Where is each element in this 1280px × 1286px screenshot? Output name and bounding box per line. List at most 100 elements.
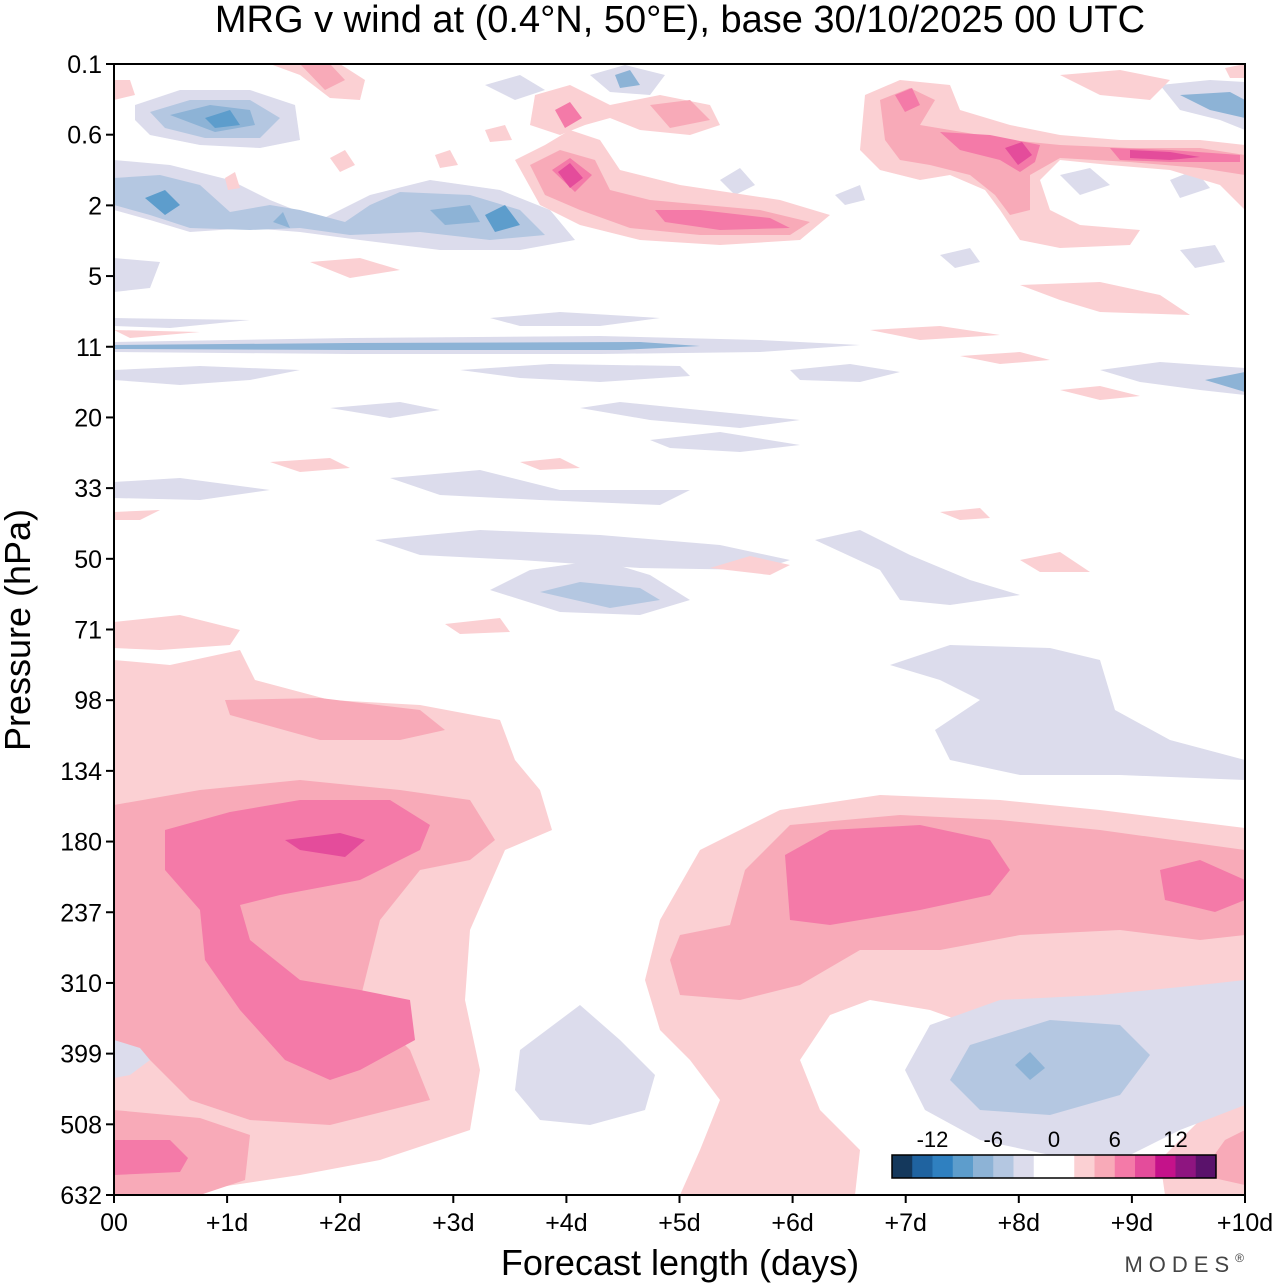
x-tick-label: +9d bbox=[1111, 1209, 1153, 1237]
x-tick-label: +6d bbox=[771, 1209, 813, 1237]
contour-pos-band-7 bbox=[1020, 282, 1190, 315]
contour-pos-right-6a bbox=[785, 825, 1010, 925]
colorbar-swatch bbox=[1175, 1155, 1197, 1178]
colorbar: -12 -6 0 6 12 bbox=[891, 1127, 1217, 1179]
y-tick-label: 2 bbox=[88, 192, 102, 220]
contour-neg-band-50 bbox=[375, 530, 790, 570]
colorbar-swatch bbox=[1033, 1155, 1055, 1178]
y-tick-label: 20 bbox=[74, 404, 102, 432]
contour-neg-right-399c bbox=[1015, 1052, 1045, 1080]
colorbar-swatch bbox=[1114, 1155, 1136, 1178]
contour-neg-upper-left-b bbox=[114, 175, 545, 240]
contour-pos-upper-right-g bbox=[895, 88, 920, 112]
contour-neg-band-20b bbox=[580, 402, 800, 428]
colorbar-swatch bbox=[1054, 1155, 1075, 1178]
contour-neg-top-mid bbox=[485, 75, 545, 100]
contour-neg-upper-mid bbox=[720, 168, 755, 195]
contour-pos-band-14 bbox=[1060, 386, 1140, 400]
contour-pos-left-6 bbox=[165, 800, 430, 1080]
modes-logo: MODES® bbox=[1124, 1251, 1250, 1277]
contour-neg-band-18 bbox=[1100, 362, 1245, 395]
contour-pos-upper-mid-d bbox=[655, 210, 790, 230]
y-tick-label: 50 bbox=[74, 546, 102, 574]
contour-neg-upper-mid-b bbox=[835, 185, 865, 205]
contour-neg-upper-left-d bbox=[485, 205, 520, 232]
colorbar-tick-label: 12 bbox=[1163, 1127, 1187, 1152]
contour-pos-upper-right bbox=[860, 80, 1245, 248]
x-tick-label: +1d bbox=[206, 1209, 248, 1237]
colorbar-swatch bbox=[912, 1155, 933, 1178]
y-tick-label: 508 bbox=[60, 1111, 102, 1139]
y-tick-label: 98 bbox=[74, 687, 102, 715]
brand-registered-mark: ® bbox=[1235, 1251, 1250, 1265]
contour-neg-upper-left-f bbox=[430, 205, 480, 225]
x-tick-label: +4d bbox=[545, 1209, 587, 1237]
contour-neg-upper-left-e bbox=[273, 212, 290, 228]
colorbar-swatch bbox=[1195, 1155, 1217, 1178]
contour-pos-upper-top-mid-b bbox=[555, 102, 582, 128]
contour-neg-right-399b bbox=[950, 1020, 1150, 1115]
contour-neg-band-20 bbox=[330, 402, 440, 418]
y-axis: 0.1 0.6 2 5 11 20 33 50 71 98 134 180 237 310 399 508 63… bbox=[60, 51, 114, 1210]
contour-pos-band-22b bbox=[520, 458, 580, 470]
contour-pos-upper-right-f bbox=[1130, 150, 1200, 160]
contour-pos-small-4 bbox=[485, 125, 512, 142]
y-tick-label: 11 bbox=[76, 334, 102, 362]
y-tick-label: 33 bbox=[74, 475, 102, 503]
contour-neg-left-399 bbox=[114, 1040, 150, 1078]
y-axis-label: Pressure (hPa) bbox=[0, 509, 38, 751]
colorbar-tick-label: 6 bbox=[1109, 1127, 1121, 1152]
contour-neg-band-18b bbox=[1205, 372, 1245, 392]
y-tick-label: 5 bbox=[88, 263, 102, 291]
contour-neg-band-8b bbox=[490, 312, 660, 326]
colorbar-swatch bbox=[932, 1155, 954, 1178]
contour-neg-upper-left-c bbox=[145, 190, 180, 215]
y-tick-label: 237 bbox=[60, 899, 102, 927]
contour-pos-upper-mid-b bbox=[530, 150, 810, 235]
contour-pos-top-left-c bbox=[114, 80, 135, 100]
contour-pos-upper-right-c bbox=[940, 132, 1040, 172]
x-tick-label: +8d bbox=[998, 1209, 1040, 1237]
contour-neg-band-20c bbox=[650, 432, 800, 452]
contour-pos-band-98 bbox=[225, 698, 445, 740]
contour-neg-band-5 bbox=[114, 258, 160, 292]
colorbar-frame bbox=[891, 1154, 1217, 1179]
contour-neg-band-33 bbox=[114, 478, 270, 500]
x-axis-label: Forecast length (days) bbox=[501, 1242, 859, 1283]
contour-pos-band-10b bbox=[114, 330, 200, 338]
colorbar-swatch bbox=[1155, 1155, 1176, 1178]
contour-pos-top-right-b bbox=[1225, 64, 1245, 78]
y-tick-label: 310 bbox=[60, 970, 102, 998]
contour-neg-top-mid-c bbox=[615, 70, 640, 88]
contour-neg-band-8 bbox=[114, 318, 250, 328]
y-tick-label: 180 bbox=[60, 829, 102, 857]
contour-pos-small-3 bbox=[435, 150, 458, 168]
contour-pos-band-12 bbox=[960, 352, 1050, 364]
contour-neg-band-11b bbox=[114, 342, 700, 350]
x-tick-label: +10d bbox=[1217, 1209, 1273, 1237]
x-tick-label: +2d bbox=[319, 1209, 361, 1237]
x-tick-label: +5d bbox=[658, 1209, 700, 1237]
contour-pos-band-37 bbox=[114, 510, 160, 520]
contour-pos-band-68 bbox=[445, 618, 510, 634]
contour-neg-mid-399 bbox=[515, 1005, 655, 1125]
y-tick-label: 134 bbox=[60, 758, 102, 786]
contour-pos-bottomleft-632 bbox=[114, 1140, 188, 1175]
contour-pos-small-2 bbox=[330, 150, 355, 172]
contour-pos-top-right bbox=[1060, 70, 1170, 100]
colorbar-swatch bbox=[993, 1155, 1014, 1178]
colorbar-swatch bbox=[973, 1155, 994, 1178]
contour-pos-band-22 bbox=[270, 458, 350, 472]
colorbar-tick-label: -12 bbox=[917, 1127, 949, 1152]
contour-neg-band-33b bbox=[390, 470, 690, 505]
y-tick-label: 632 bbox=[60, 1182, 102, 1210]
contour-pos-upper-right-b bbox=[880, 88, 1245, 215]
y-tick-label: 0.1 bbox=[67, 51, 102, 79]
contour-pos-band-10 bbox=[870, 326, 1000, 340]
contour-pos-right-6b bbox=[1160, 860, 1245, 912]
contour-neg-band-13c bbox=[790, 364, 900, 382]
contour-pos-band-37b bbox=[940, 508, 990, 520]
contour-pos-band-5 bbox=[310, 258, 400, 278]
colorbar-tick-label: 0 bbox=[1048, 1127, 1060, 1152]
